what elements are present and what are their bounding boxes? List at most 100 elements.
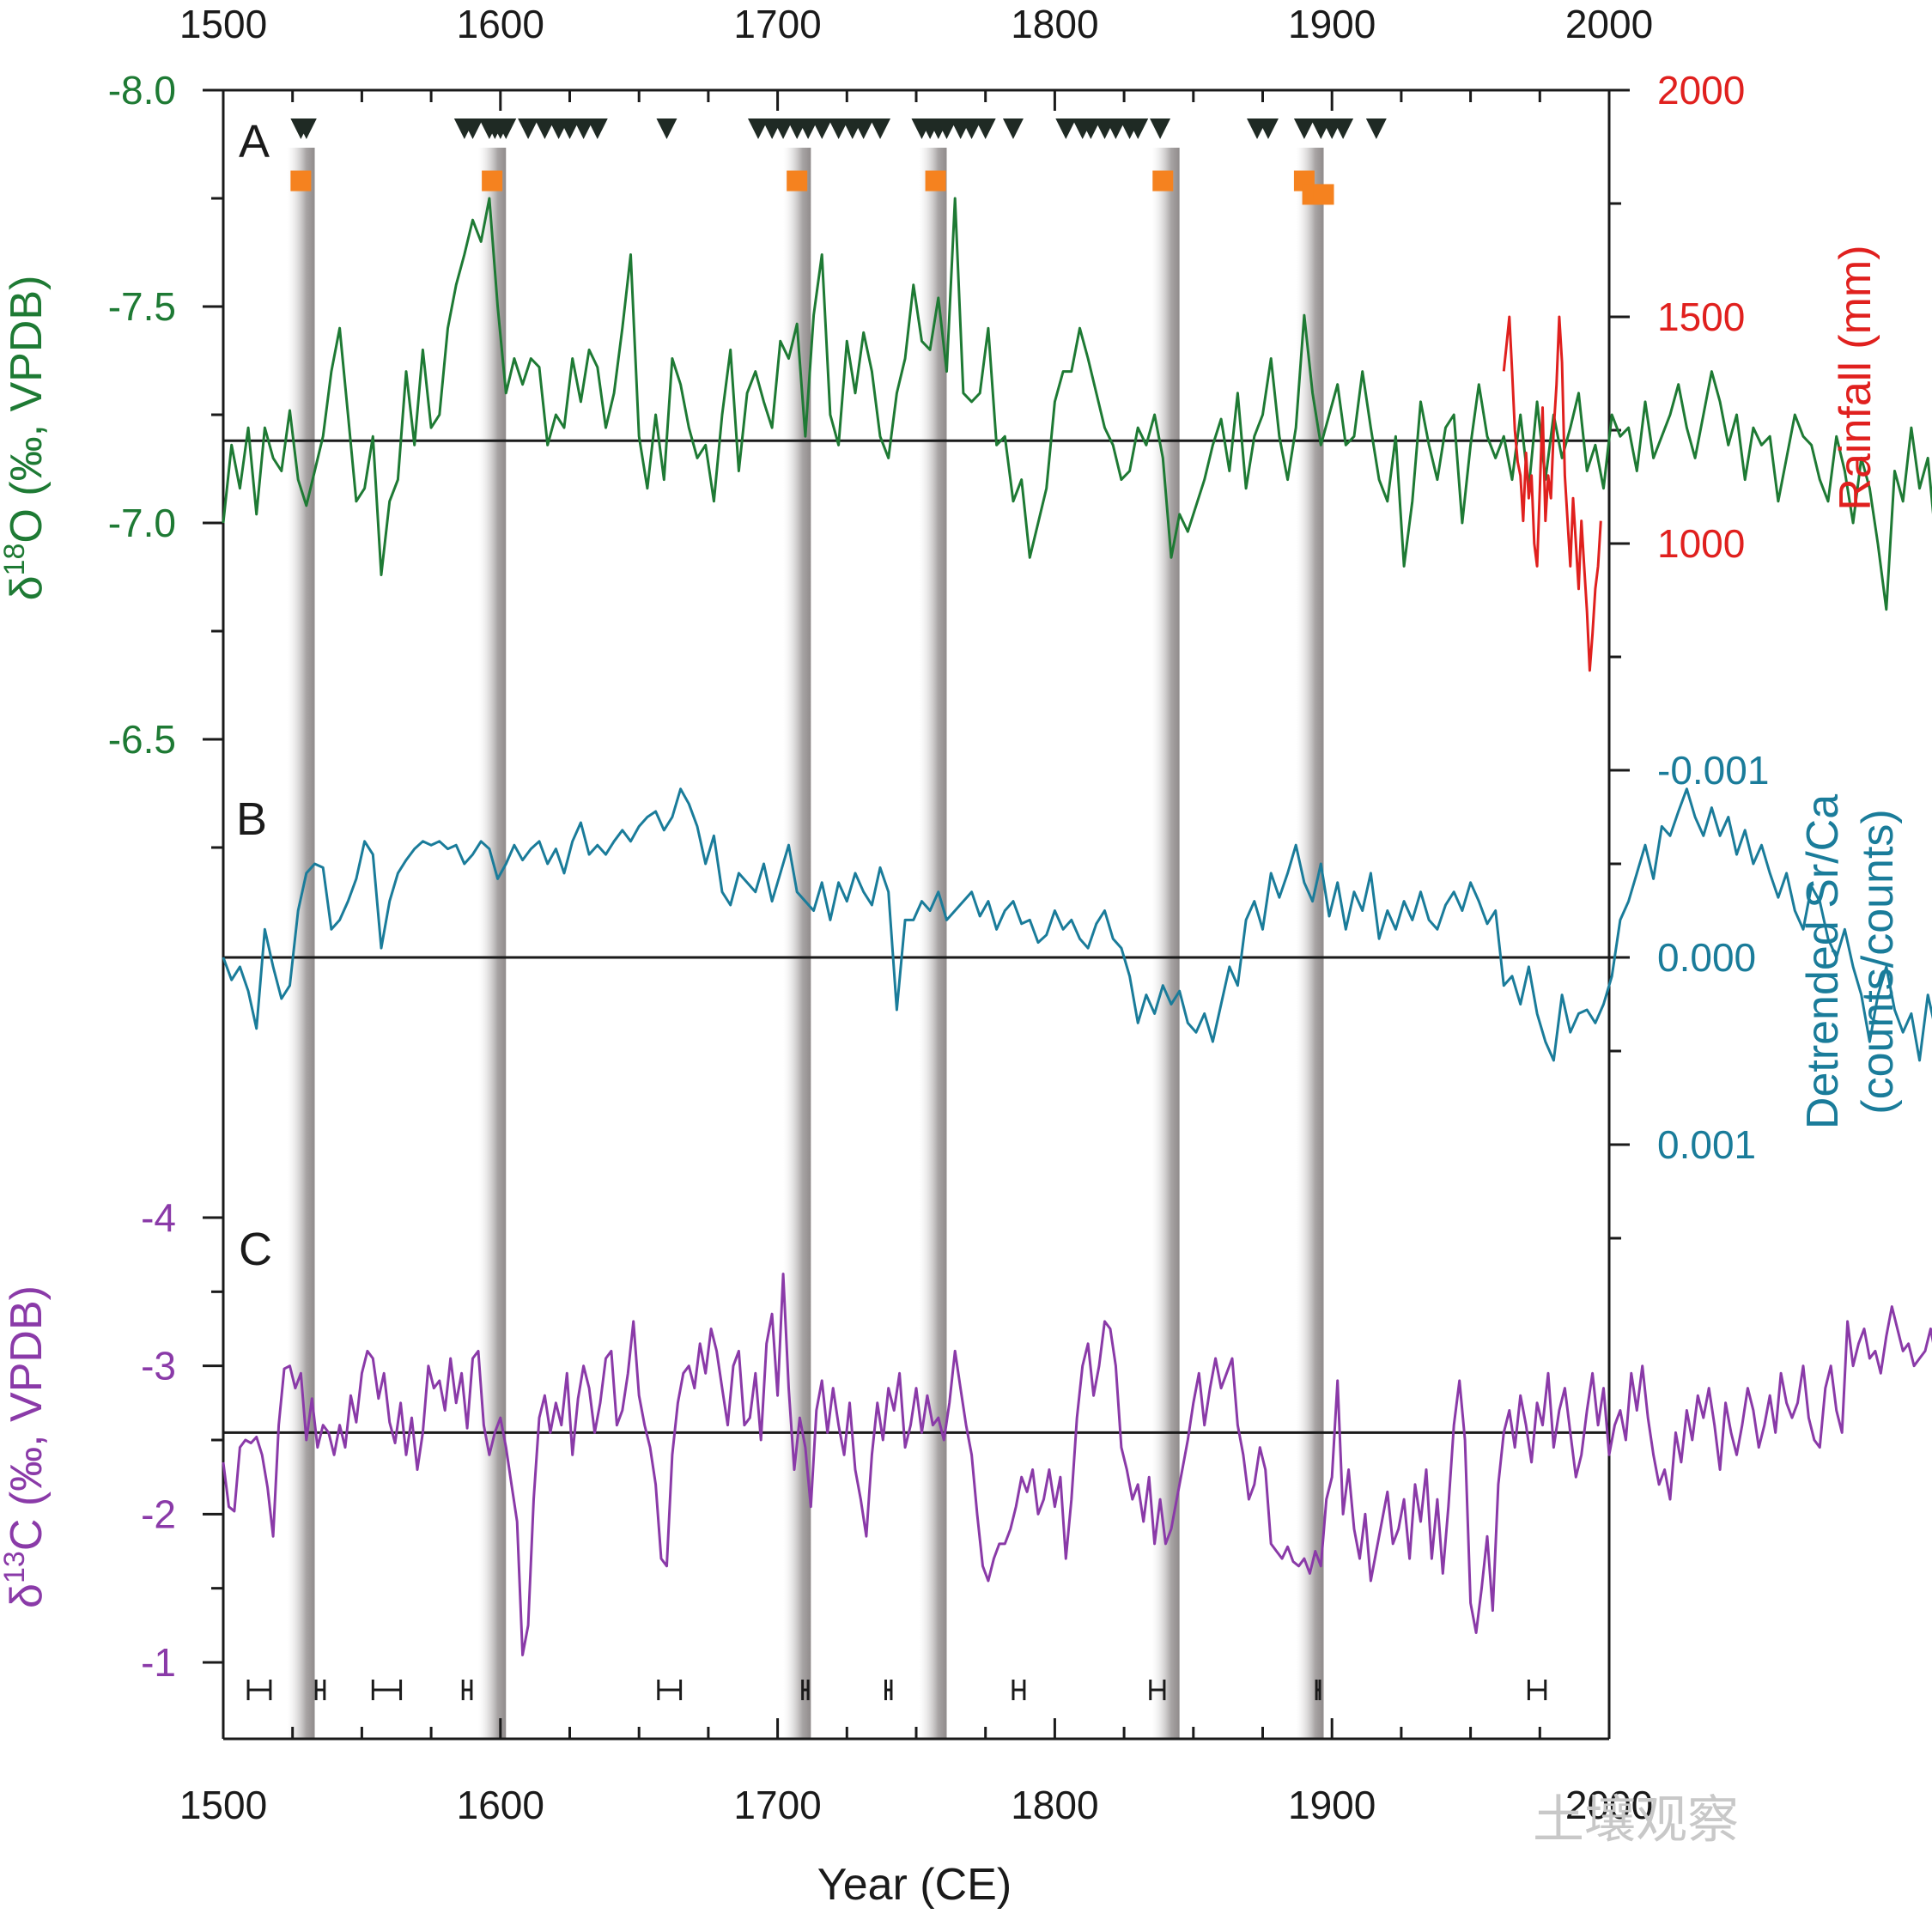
marker-triangle xyxy=(798,118,819,139)
shaded-band-4 xyxy=(1151,148,1180,1739)
marker-triangle xyxy=(559,118,580,139)
markers xyxy=(246,118,1547,1700)
y-tick-label-d18o: -8.0 xyxy=(108,68,176,112)
x-tick-label-bottom: 1500 xyxy=(179,1783,267,1827)
shaded-band-1 xyxy=(477,148,507,1739)
x-tick-label-top: 1600 xyxy=(457,2,544,46)
marker-triangle xyxy=(656,118,677,139)
watermark-text: 土壤观察 xyxy=(1533,1791,1739,1849)
marker-triangle xyxy=(1333,118,1354,139)
y-tick-label-d13c: -4 xyxy=(141,1195,176,1240)
marker-triangle xyxy=(586,118,608,139)
panel-label-c: C xyxy=(239,1224,272,1275)
marker-triangle xyxy=(462,118,483,139)
x-tick-label-top: 1900 xyxy=(1288,2,1376,46)
marker-triangle xyxy=(1127,118,1149,139)
marker-triangle xyxy=(573,118,594,139)
d18o-title-delta: δ xyxy=(2,575,52,600)
y-tick-label-srca: -0.001 xyxy=(1657,748,1769,793)
y-tick-label-d18o: -7.5 xyxy=(108,284,176,329)
x-tick-label-bottom: 1800 xyxy=(1011,1783,1098,1827)
y-tick-label-d18o: -6.5 xyxy=(108,717,176,762)
plot-axes: 1500 1500 1600 1600 1700 1700 1800 1800 1900 1900… xyxy=(108,2,1770,1827)
age-error-bar xyxy=(657,1680,683,1700)
marker-triangle xyxy=(1150,118,1171,139)
marker-triangle xyxy=(870,118,891,139)
y-tick-label-d13c: -1 xyxy=(141,1640,176,1685)
series-rainfall-line xyxy=(1502,315,1602,672)
d13c-title-rest: C (‰, VPDB) xyxy=(2,1285,52,1551)
marker-square xyxy=(482,170,503,191)
x-tick-label-top: 2000 xyxy=(1565,2,1653,46)
y-tick-label-srca: 0.001 xyxy=(1657,1122,1756,1167)
age-error-bar xyxy=(1149,1680,1166,1700)
marker-triangle xyxy=(495,118,517,139)
y-tick-label-rainfall: 2000 xyxy=(1657,68,1745,112)
marker-square xyxy=(1152,170,1174,191)
age-error-bar xyxy=(246,1680,272,1700)
data-series xyxy=(222,197,1932,1656)
marker-triangle xyxy=(1080,118,1102,139)
shaded-band-3 xyxy=(919,148,947,1739)
marker-square xyxy=(1313,184,1334,205)
marker-triangle xyxy=(1055,118,1077,139)
rainfall-axis-title: Rainfall (mm) xyxy=(1831,245,1880,510)
age-error-bar xyxy=(1527,1680,1547,1700)
marker-triangle xyxy=(975,118,996,139)
y-tick-label-rainfall: 1500 xyxy=(1657,295,1745,339)
age-error-bar xyxy=(461,1680,473,1700)
shaded-band-2 xyxy=(783,148,811,1739)
y-tick-label-d13c: -3 xyxy=(141,1344,176,1388)
marker-triangle xyxy=(1002,118,1024,139)
drought-bands xyxy=(287,148,1324,1739)
x-tick-label-bottom: 1600 xyxy=(457,1783,544,1827)
shaded-band-5 xyxy=(1296,148,1324,1739)
d18o-axis-title: δ18O (‰, VPDB) xyxy=(0,276,52,601)
age-error-bar xyxy=(884,1680,893,1700)
age-error-bar xyxy=(1012,1680,1026,1700)
srca-axis-title-line2: (counts/counts) xyxy=(1853,809,1903,1115)
marker-square xyxy=(787,170,808,191)
marker-triangle xyxy=(295,118,317,139)
marker-triangle xyxy=(773,118,794,139)
x-tick-label-top: 1800 xyxy=(1011,2,1098,46)
x-tick-label-bottom: 1700 xyxy=(733,1783,821,1827)
age-error-bar xyxy=(371,1680,403,1700)
age-error-bar xyxy=(801,1680,810,1700)
panel-label-b: B xyxy=(236,793,267,845)
y-tick-label-srca: 0.000 xyxy=(1657,935,1756,980)
y-tick-label-d13c: -2 xyxy=(141,1492,176,1536)
marker-triangle xyxy=(534,118,556,139)
marker-triangle xyxy=(1257,118,1279,139)
panel-label-a: A xyxy=(239,116,270,167)
d18o-title-rest: O (‰, VPDB) xyxy=(2,276,52,544)
marker-square xyxy=(925,170,946,191)
x-tick-label-bottom: 1900 xyxy=(1288,1783,1376,1827)
marker-triangle xyxy=(961,118,982,139)
d13c-title-delta: δ xyxy=(2,1583,52,1608)
d18o-title-superscript: 18 xyxy=(0,544,31,576)
srca-axis-title-line1: Detrended Sr/Ca xyxy=(1798,794,1848,1129)
series-d18o-line xyxy=(222,197,1932,611)
x-axis-title: Year (CE) xyxy=(817,1860,1012,1910)
age-error-bar xyxy=(314,1680,326,1700)
y-tick-label-rainfall: 1000 xyxy=(1657,521,1745,566)
shaded-band-0 xyxy=(287,148,315,1739)
series-d13c-line xyxy=(222,1273,1932,1656)
marker-triangle xyxy=(1105,118,1127,139)
marker-square xyxy=(290,170,312,191)
marker-triangle xyxy=(811,118,833,139)
d13c-title-superscript: 13 xyxy=(0,1551,31,1583)
marker-triangle xyxy=(828,118,849,139)
series-srca-line xyxy=(222,787,1932,1062)
y-tick-label-d18o: -7.0 xyxy=(108,501,176,545)
x-tick-label-top: 1500 xyxy=(179,2,267,46)
marker-triangle xyxy=(853,118,874,139)
marker-triangle xyxy=(1293,118,1315,139)
marker-triangle xyxy=(518,118,539,139)
marker-triangle xyxy=(1365,118,1387,139)
x-tick-label-top: 1700 xyxy=(733,2,821,46)
x-tick-label-bottom: 2000 xyxy=(1565,1783,1653,1827)
marker-triangle xyxy=(748,118,769,139)
